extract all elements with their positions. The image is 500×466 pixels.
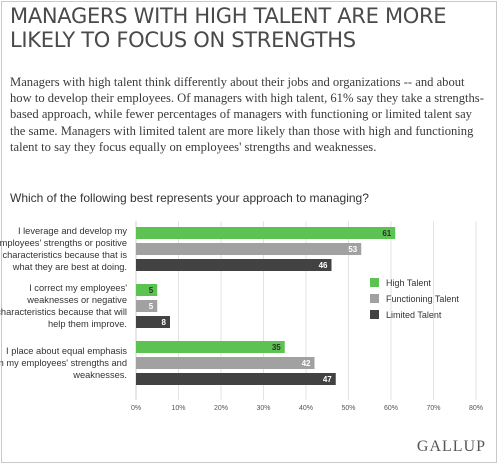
x-tick-label: 10% <box>171 405 185 412</box>
category-label: what they are best at doing. <box>12 262 127 272</box>
x-tick-label: 30% <box>256 405 270 412</box>
category-label: on my employees' strengths and <box>0 358 127 368</box>
x-tick-label: 40% <box>299 405 313 412</box>
x-tick-label: 70% <box>426 405 440 412</box>
bar <box>136 227 396 239</box>
data-label: 35 <box>272 343 281 352</box>
bar <box>136 316 170 328</box>
category-label: I leverage and develop my <box>18 226 127 236</box>
bar <box>136 373 336 385</box>
bar <box>136 259 332 271</box>
data-label: 8 <box>162 318 167 327</box>
legend-swatch <box>370 278 379 287</box>
x-tick-label: 80% <box>469 405 483 412</box>
category-label: help them improve. <box>48 319 127 329</box>
data-label: 5 <box>149 286 154 295</box>
data-label: 46 <box>319 261 328 270</box>
legend-swatch <box>370 294 379 303</box>
category-label: employees' strengths or positive <box>0 238 127 248</box>
category-label: weaknesses or negative <box>26 295 127 305</box>
bar <box>136 341 285 353</box>
data-label: 53 <box>348 245 357 254</box>
bar <box>136 300 158 312</box>
gallup-logo: GALLUP <box>416 438 486 455</box>
bar <box>136 357 315 369</box>
legend-swatch <box>370 310 379 319</box>
category-label: characteristics because that will <box>0 307 127 317</box>
x-tick-label: 0% <box>131 405 141 412</box>
data-label: 42 <box>302 359 311 368</box>
page-title: MANAGERS WITH HIGH TALENT ARE MORE LIKEL… <box>10 4 447 52</box>
x-tick-label: 60% <box>384 405 398 412</box>
category-label: characteristics because that is <box>2 250 127 260</box>
bar <box>136 243 362 255</box>
legend-label: High Talent <box>386 278 431 288</box>
chart-title: Which of the following best represents y… <box>10 191 369 205</box>
data-label: 47 <box>323 375 332 384</box>
bar <box>136 284 158 296</box>
x-tick-label: 20% <box>214 405 228 412</box>
category-label: I correct my employees' <box>29 283 127 293</box>
data-label: 5 <box>149 302 154 311</box>
description-paragraph: Managers with high talent think differen… <box>10 75 484 154</box>
category-label: weaknesses. <box>72 370 127 380</box>
legend-label: Functioning Talent <box>386 294 459 304</box>
data-label: 61 <box>382 229 391 238</box>
legend-label: Limited Talent <box>386 310 442 320</box>
category-label: I place about equal emphasis <box>6 346 127 356</box>
x-tick-label: 50% <box>341 405 355 412</box>
